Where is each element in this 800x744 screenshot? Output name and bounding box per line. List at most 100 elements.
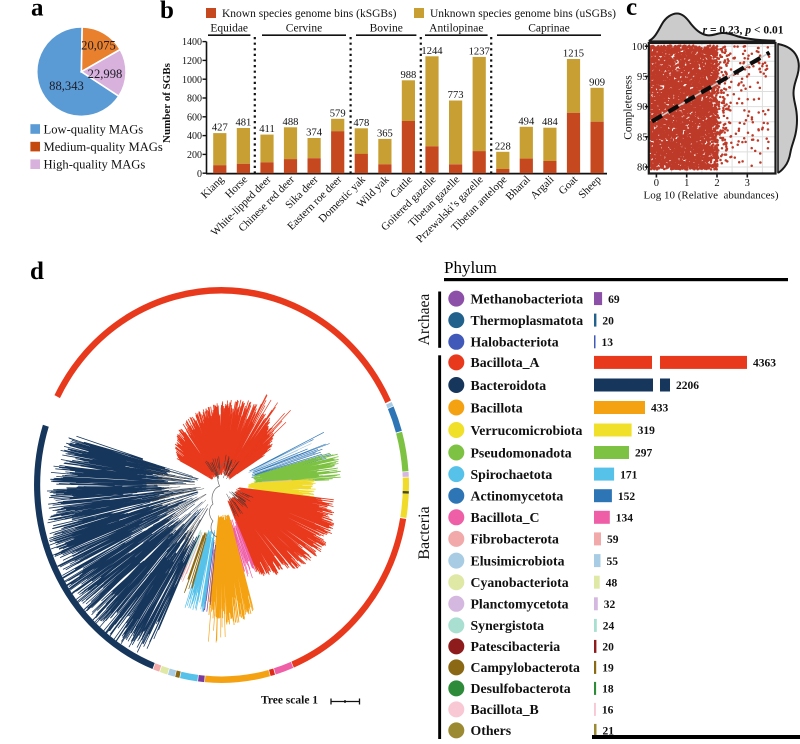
svg-text:Actinomycetota: Actinomycetota xyxy=(471,489,564,504)
svg-text:Others: Others xyxy=(471,723,512,738)
svg-text:Cervine: Cervine xyxy=(286,23,322,35)
svg-text:2206: 2206 xyxy=(676,380,699,392)
svg-text:478: 478 xyxy=(353,118,369,129)
svg-text:80: 80 xyxy=(637,163,648,174)
svg-text:3: 3 xyxy=(745,178,750,189)
svg-text:d: d xyxy=(30,258,44,285)
svg-text:Unknown species genome bins (u: Unknown species genome bins (uSGBs) xyxy=(430,8,616,20)
svg-text:Bacillota_C: Bacillota_C xyxy=(471,510,540,525)
svg-text:1400: 1400 xyxy=(182,37,202,48)
svg-text:Desulfobacterota: Desulfobacterota xyxy=(471,681,571,696)
svg-text:600: 600 xyxy=(187,112,202,123)
svg-text:19: 19 xyxy=(602,663,614,675)
svg-text:1: 1 xyxy=(684,178,689,189)
svg-text:Halobacteriota: Halobacteriota xyxy=(471,335,559,350)
svg-text:1237: 1237 xyxy=(469,46,490,57)
svg-text:a: a xyxy=(31,0,44,22)
svg-text:Campylobacterota: Campylobacterota xyxy=(471,660,580,675)
svg-text:18: 18 xyxy=(602,684,614,696)
svg-text:0: 0 xyxy=(654,178,659,189)
svg-text:16: 16 xyxy=(602,705,614,717)
svg-text:c: c xyxy=(626,0,637,21)
svg-text:20: 20 xyxy=(602,315,614,327)
svg-text:Medium-quality MAGs: Medium-quality MAGs xyxy=(44,140,163,154)
svg-text:Number of SGBs: Number of SGBs xyxy=(161,62,173,143)
svg-text:Thermoplasmatota: Thermoplasmatota xyxy=(471,313,584,328)
svg-text:Tree scale 1: Tree scale 1 xyxy=(261,695,318,707)
svg-text:1200: 1200 xyxy=(182,56,202,67)
svg-text:374: 374 xyxy=(306,128,323,139)
svg-text:Known species genome bins (kSG: Known species genome bins (kSGBs) xyxy=(222,8,397,20)
svg-text:228: 228 xyxy=(495,141,511,152)
svg-text:20: 20 xyxy=(602,642,614,654)
svg-text:0: 0 xyxy=(197,169,202,180)
svg-text:Spirochaetota: Spirochaetota xyxy=(471,467,553,482)
svg-text:579: 579 xyxy=(330,108,346,119)
svg-text:88,343: 88,343 xyxy=(49,79,84,93)
svg-text:988: 988 xyxy=(400,70,416,81)
svg-text:2: 2 xyxy=(714,178,719,189)
svg-text:Bacillota_A: Bacillota_A xyxy=(471,355,540,370)
svg-text:Planctomycetota: Planctomycetota xyxy=(471,597,569,612)
svg-text:134: 134 xyxy=(616,513,634,525)
svg-text:69: 69 xyxy=(608,294,620,306)
svg-text:Patescibacteria: Patescibacteria xyxy=(471,639,561,654)
svg-text:909: 909 xyxy=(589,77,605,88)
svg-text:Elusimicrobiota: Elusimicrobiota xyxy=(471,553,565,568)
svg-text:773: 773 xyxy=(448,90,464,101)
svg-text:Phylum: Phylum xyxy=(444,258,497,277)
svg-text:59: 59 xyxy=(607,534,619,546)
svg-text:24: 24 xyxy=(603,621,615,633)
svg-text:433: 433 xyxy=(651,403,669,415)
svg-text:171: 171 xyxy=(620,469,638,481)
svg-text:Caprinae: Caprinae xyxy=(528,23,570,35)
svg-text:152: 152 xyxy=(618,491,636,503)
svg-text:297: 297 xyxy=(635,448,653,460)
svg-text:Equidae: Equidae xyxy=(210,23,248,35)
svg-text:Verrucomicrobiota: Verrucomicrobiota xyxy=(471,423,583,438)
svg-text:800: 800 xyxy=(187,94,202,105)
svg-text:1244: 1244 xyxy=(421,46,443,57)
svg-text:13: 13 xyxy=(602,337,614,349)
svg-text:427: 427 xyxy=(212,123,228,134)
svg-text:484: 484 xyxy=(542,117,559,128)
svg-text:48: 48 xyxy=(606,577,618,589)
svg-text:4363: 4363 xyxy=(753,358,776,370)
svg-text:b: b xyxy=(160,0,174,24)
svg-text:Completeness: Completeness xyxy=(623,75,635,140)
svg-text:1000: 1000 xyxy=(182,75,202,86)
svg-text:22,998: 22,998 xyxy=(88,67,123,81)
svg-text:494: 494 xyxy=(518,116,535,127)
svg-text:319: 319 xyxy=(638,425,656,437)
svg-text:481: 481 xyxy=(235,118,251,129)
svg-text:Archaea: Archaea xyxy=(416,294,433,346)
svg-text:Fibrobacterota: Fibrobacterota xyxy=(471,532,559,547)
svg-text:95: 95 xyxy=(637,72,648,83)
svg-text:411: 411 xyxy=(259,124,275,135)
svg-text:1215: 1215 xyxy=(563,49,584,60)
svg-text:Bacteroidota: Bacteroidota xyxy=(471,378,547,393)
svg-text:Cyanobacteriota: Cyanobacteriota xyxy=(471,575,569,590)
svg-text:Bacillota: Bacillota xyxy=(471,400,523,415)
svg-text:Synergistota: Synergistota xyxy=(471,618,545,633)
svg-text:85: 85 xyxy=(637,132,648,143)
svg-text:Bovine: Bovine xyxy=(370,23,403,35)
svg-text:Pseudomonadota: Pseudomonadota xyxy=(471,445,572,460)
svg-text:55: 55 xyxy=(607,556,619,568)
svg-text:21: 21 xyxy=(603,726,615,738)
svg-text:Log 10 (Relative abundances): Log 10 (Relative abundances) xyxy=(643,190,778,202)
svg-text:200: 200 xyxy=(187,150,202,161)
svg-text:r = 0.23, p < 0.01: r = 0.23, p < 0.01 xyxy=(703,25,784,37)
svg-text:400: 400 xyxy=(187,131,202,142)
svg-text:Antilopinae: Antilopinae xyxy=(429,23,483,35)
svg-text:Bacillota_B: Bacillota_B xyxy=(471,702,539,717)
svg-text:32: 32 xyxy=(604,599,616,611)
svg-text:Methanobacteriota: Methanobacteriota xyxy=(471,291,584,306)
svg-text:100: 100 xyxy=(632,42,648,53)
svg-text:High-quality MAGs: High-quality MAGs xyxy=(44,158,146,172)
svg-text:Low-quality MAGs: Low-quality MAGs xyxy=(44,122,144,136)
svg-text:20,075: 20,075 xyxy=(81,39,116,53)
svg-text:365: 365 xyxy=(377,128,393,139)
svg-text:488: 488 xyxy=(283,117,299,128)
svg-text:Bacteria: Bacteria xyxy=(416,506,433,559)
